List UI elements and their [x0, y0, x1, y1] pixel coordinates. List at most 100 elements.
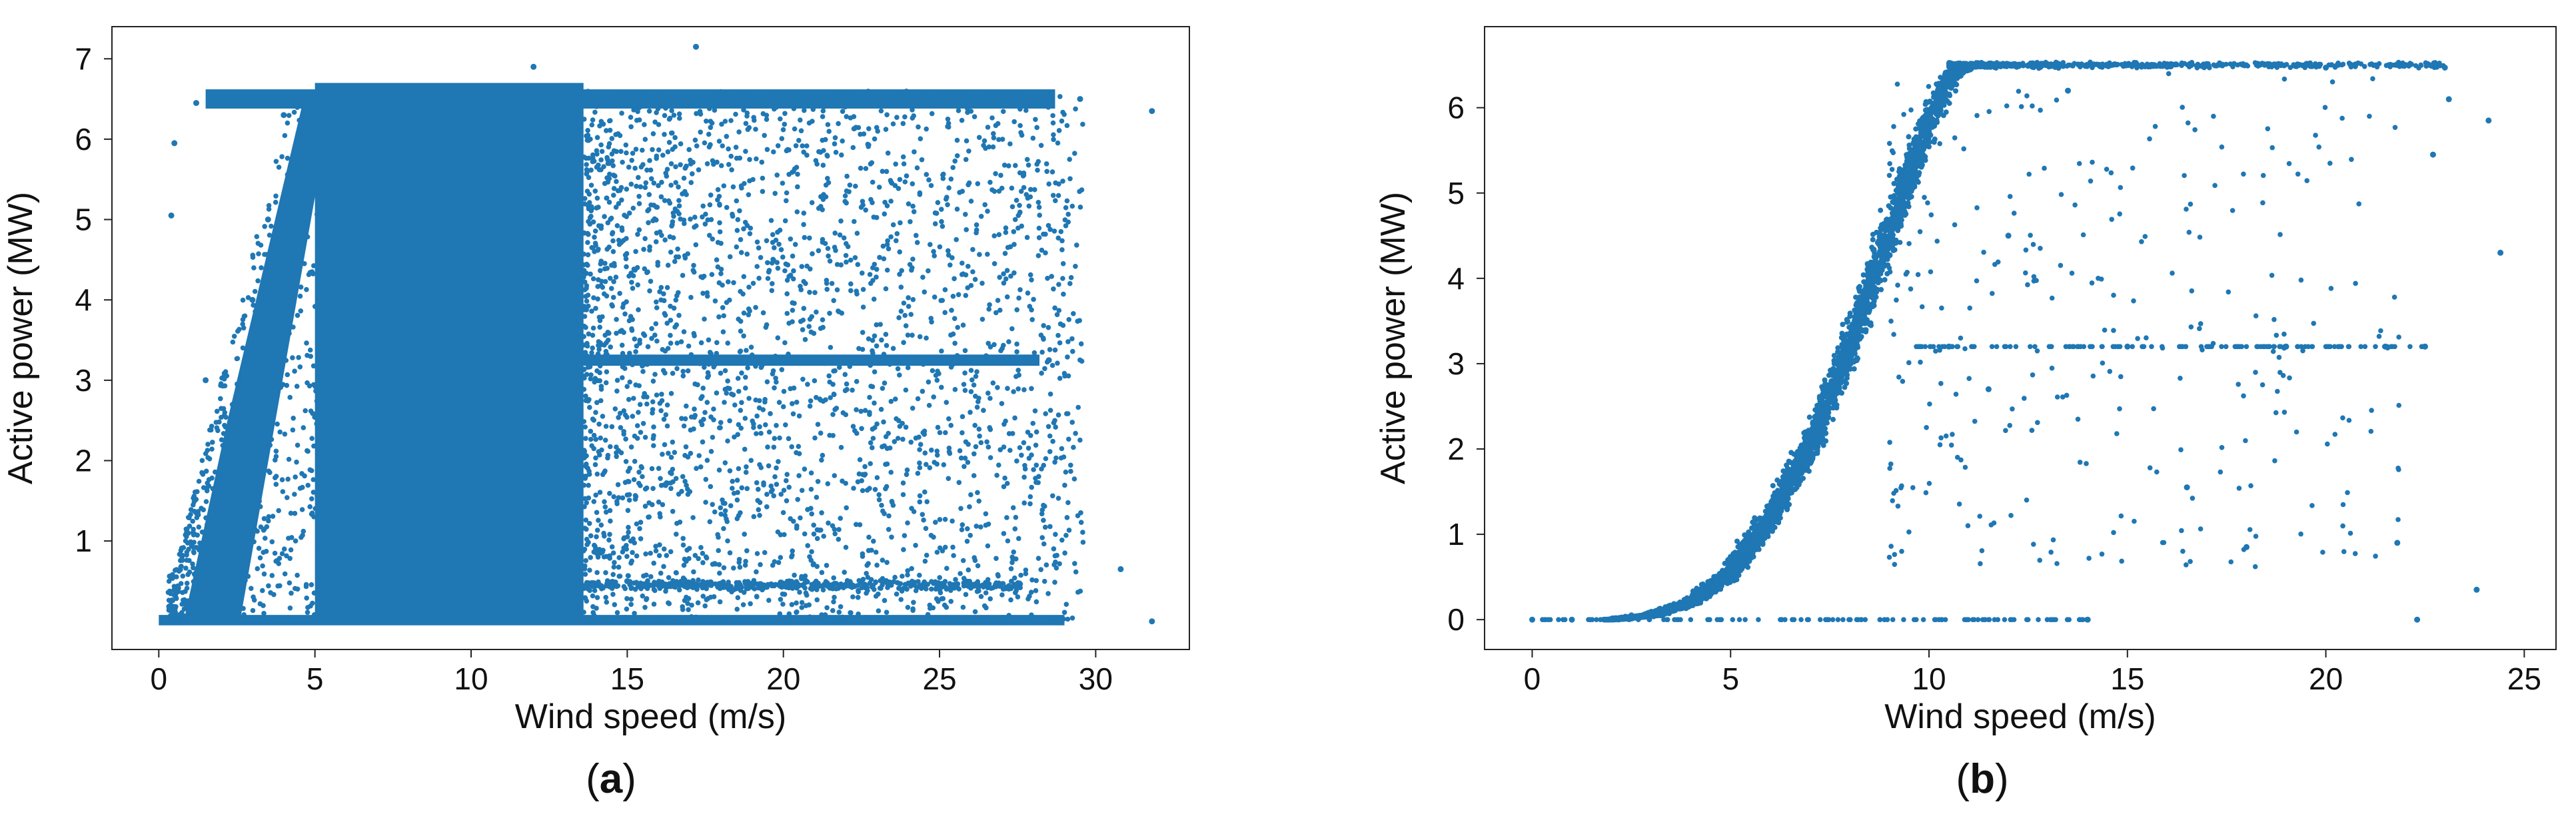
data-point [1005, 89, 1011, 95]
data-point [926, 177, 932, 183]
data-point [223, 414, 229, 420]
data-point [960, 430, 965, 436]
data-point [669, 223, 674, 229]
data-point [717, 220, 722, 226]
data-point [842, 372, 848, 377]
data-point [653, 544, 658, 549]
data-point [305, 610, 311, 616]
data-point [686, 579, 692, 585]
data-point [780, 602, 786, 607]
data-point [754, 413, 760, 419]
data-point [852, 584, 858, 590]
data-point [174, 567, 179, 572]
data-point [789, 444, 794, 450]
data-point [626, 396, 632, 402]
data-point [685, 101, 691, 106]
data-point [781, 388, 787, 394]
data-point [596, 246, 601, 252]
data-point [724, 390, 729, 396]
data-point [993, 556, 999, 562]
data-point [1051, 228, 1057, 234]
data-point [1048, 95, 1053, 101]
data-point [960, 189, 966, 195]
data-point [860, 270, 865, 276]
data-point [640, 582, 646, 588]
data-point [610, 572, 616, 578]
data-point [276, 561, 282, 566]
data-point [733, 585, 739, 591]
data-point [692, 553, 698, 558]
data-point [952, 340, 958, 346]
data-point [975, 181, 981, 187]
data-point [934, 448, 940, 454]
data-point [771, 149, 776, 155]
data-point [922, 558, 928, 564]
data-point [810, 251, 815, 256]
data-point [583, 558, 588, 564]
data-point [855, 479, 861, 485]
data-point [588, 555, 593, 560]
data-point [269, 573, 275, 578]
data-point [731, 566, 736, 571]
data-point [291, 324, 296, 330]
data-point [666, 601, 672, 606]
data-point [1065, 211, 1071, 217]
data-point [243, 556, 249, 562]
data-point [728, 586, 734, 592]
data-point [258, 242, 264, 248]
data-point [672, 258, 678, 264]
data-point [239, 571, 245, 577]
data-point [667, 115, 673, 121]
data-point [634, 436, 640, 441]
data-point [760, 310, 766, 316]
data-point [968, 368, 974, 373]
data-point [700, 594, 706, 599]
data-point [624, 606, 630, 612]
data-point [802, 466, 808, 472]
data-point [636, 470, 642, 475]
data-point [995, 121, 1001, 127]
data-point [692, 137, 698, 143]
data-point [910, 256, 916, 262]
data-point [302, 261, 307, 266]
data-point [884, 342, 890, 348]
data-point [942, 544, 948, 550]
data-point [963, 292, 969, 298]
data-point [696, 556, 701, 562]
data-point [612, 173, 618, 179]
data-point [599, 278, 604, 284]
data-point [228, 487, 233, 492]
data-point [619, 111, 624, 116]
data-point [901, 547, 906, 552]
data-point [752, 117, 757, 123]
data-point [820, 587, 826, 593]
data-point [601, 164, 606, 169]
data-point [206, 612, 211, 617]
data-point [641, 246, 646, 252]
data-point [704, 458, 710, 463]
data-point [1001, 280, 1007, 286]
data-point [662, 132, 667, 137]
data-point [666, 102, 672, 107]
data-point [674, 209, 680, 214]
data-point [250, 608, 256, 614]
data-point [181, 598, 186, 603]
data-point [599, 149, 605, 155]
data-point [319, 506, 325, 512]
data-point [736, 557, 742, 562]
data-point [227, 610, 233, 616]
data-point [668, 390, 674, 396]
data-point [617, 410, 623, 416]
data-point [804, 143, 810, 149]
data-point [636, 410, 641, 415]
data-point [773, 376, 778, 381]
data-point [170, 608, 175, 614]
data-point [1839, 390, 1844, 396]
data-point [735, 376, 741, 381]
data-point [221, 479, 227, 484]
data-point [296, 354, 301, 360]
data-point [702, 221, 708, 227]
data-point [844, 240, 849, 246]
data-point [780, 254, 786, 260]
data-point [874, 421, 880, 427]
